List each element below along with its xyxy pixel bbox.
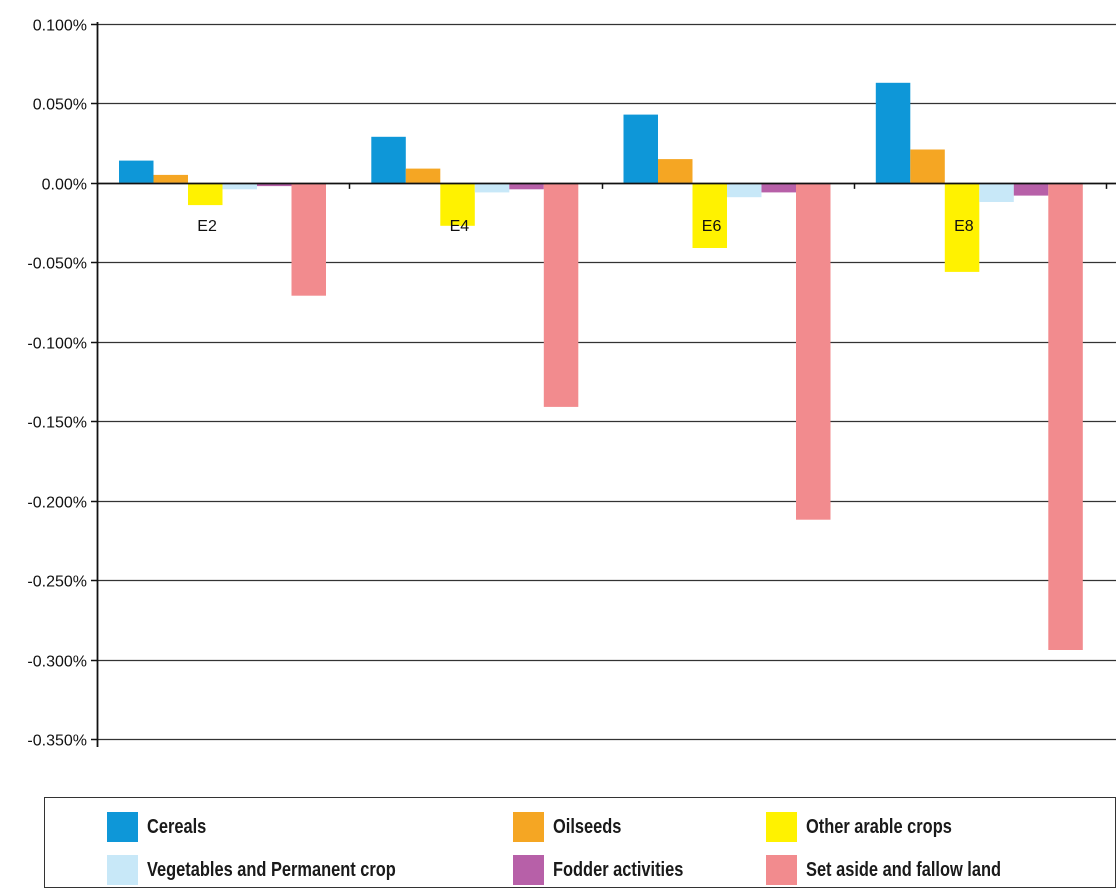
x-category-label: E8	[954, 218, 974, 235]
bar-set-aside-and-fallow-land-e6	[796, 182, 831, 520]
bar-cereals-e6	[623, 114, 658, 183]
y-axis-ticks: 0.100% 0.050% 0.00% -0.050% -0.100% -0.150% -0…	[27, 18, 97, 750]
bar-other-arable-crops-e2	[188, 182, 223, 206]
legend-label: Cereals	[147, 815, 207, 838]
category-labels: E2 E4 E6 E8	[197, 218, 973, 235]
x-category-label: E6	[702, 218, 722, 235]
legend-swatch-set-aside-fallow-land	[766, 855, 797, 885]
bar-oilseeds-e2	[153, 174, 188, 183]
y-tick-label: -0.300%	[27, 654, 87, 671]
bar-set-aside-and-fallow-land-e4	[543, 182, 579, 407]
bar-vegetables-and-permanent-crop-e8	[979, 182, 1014, 202]
bar-other-arable-crops-e4	[440, 182, 475, 226]
legend-label: Set aside and fallow land	[806, 858, 1002, 881]
bar-fodder-activities-e4	[509, 182, 544, 190]
bar-chart: 0.100% 0.050% 0.00% -0.050% -0.100% -0.150% -0…	[27, 18, 1116, 750]
y-tick-label: -0.050%	[27, 256, 87, 273]
bar-vegetables-and-permanent-crop-e2	[222, 182, 257, 190]
bar-set-aside-and-fallow-land-e8	[1048, 182, 1083, 650]
bar-fodder-activities-e2	[257, 182, 292, 187]
bar-vegetables-and-permanent-crop-e6	[727, 182, 762, 198]
legend-item-other-arable-crops: Other arable crops	[766, 812, 984, 842]
legend: Cereals Oilseeds Other arable crops Vege…	[44, 797, 1116, 888]
x-category-label: E4	[450, 218, 470, 235]
legend-swatch-vegetables-permanent-crop	[107, 855, 138, 885]
legend-label: Fodder activities	[553, 858, 684, 881]
bar-set-aside-and-fallow-land-e2	[291, 182, 326, 296]
legend-item-oilseeds: Oilseeds	[513, 812, 636, 842]
bar-cereals-e2	[119, 160, 154, 183]
y-tick-label: 0.050%	[33, 97, 87, 114]
legend-swatch-cereals	[107, 812, 138, 842]
bar-vegetables-and-permanent-crop-e4	[474, 182, 510, 193]
bars	[119, 82, 1083, 650]
gridlines	[97, 23, 1116, 741]
legend-swatch-other-arable-crops	[766, 812, 797, 842]
y-tick-label: -0.350%	[27, 733, 87, 750]
y-tick-label: -0.150%	[27, 415, 87, 432]
legend-item-cereals: Cereals	[107, 812, 219, 842]
bar-other-arable-crops-e8	[944, 182, 980, 272]
bar-fodder-activities-e6	[761, 182, 796, 193]
bar-oilseeds-e4	[405, 168, 441, 183]
legend-label: Vegetables and Permanent crop	[147, 858, 396, 881]
bar-oilseeds-e6	[658, 159, 693, 183]
legend-label: Oilseeds	[553, 815, 622, 838]
legend-item-set-aside-fallow-land: Set aside and fallow land	[766, 855, 1044, 885]
legend-label: Other arable crops	[806, 815, 952, 838]
y-tick-label: 0.100%	[33, 18, 87, 35]
y-tick-label: -0.100%	[27, 336, 87, 353]
legend-swatch-fodder-activities	[513, 855, 544, 885]
y-tick-label: -0.200%	[27, 495, 87, 512]
bar-fodder-activities-e8	[1013, 182, 1049, 196]
legend-item-vegetables-permanent-crop: Vegetables and Permanent crop	[107, 855, 450, 885]
y-tick-label: 0.00%	[42, 177, 87, 194]
legend-swatch-oilseeds	[513, 812, 544, 842]
bar-cereals-e4	[371, 136, 406, 183]
y-tick-label: -0.250%	[27, 574, 87, 591]
bar-oilseeds-e8	[910, 149, 945, 183]
axes	[96, 22, 1116, 747]
x-category-label: E2	[197, 218, 217, 235]
bar-cereals-e8	[875, 82, 911, 183]
legend-item-fodder-activities: Fodder activities	[513, 855, 712, 885]
bar-other-arable-crops-e6	[692, 182, 727, 248]
